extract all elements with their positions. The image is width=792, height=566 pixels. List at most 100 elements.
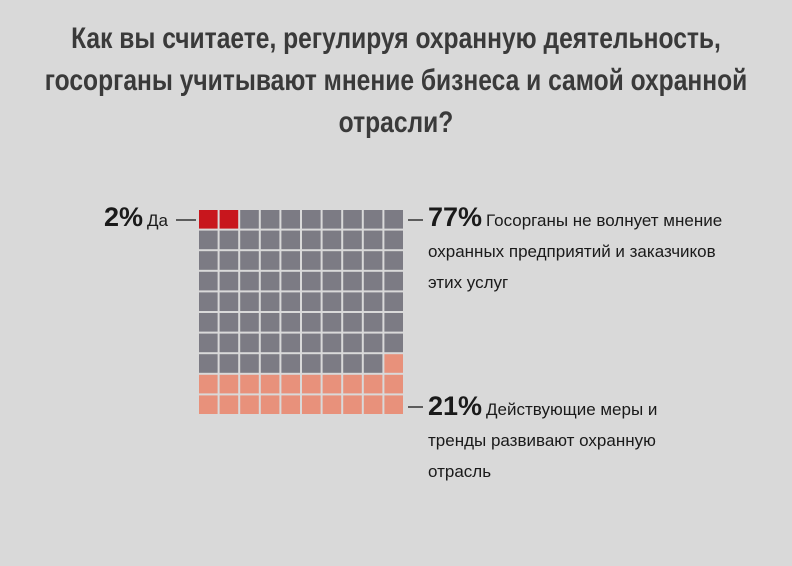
waffle-cell	[384, 251, 403, 270]
label-no: 77% Госорганы не волнует мнение охранных …	[428, 202, 728, 298]
waffle-cell	[343, 230, 362, 250]
waffle-cell	[322, 395, 342, 414]
waffle-cell	[219, 395, 239, 414]
waffle-cell	[343, 354, 362, 373]
waffle-cell	[199, 374, 218, 394]
waffle-cell	[343, 210, 362, 229]
waffle-cell	[363, 333, 383, 353]
waffle-cell	[384, 271, 403, 291]
waffle-cell	[281, 210, 300, 229]
waffle-cell	[302, 354, 321, 373]
waffle-cell	[281, 313, 300, 332]
waffle-cell	[240, 333, 259, 353]
waffle-cell	[343, 333, 362, 353]
waffle-cell	[260, 354, 280, 373]
waffle-cell	[322, 354, 342, 373]
waffle-cell	[281, 292, 300, 311]
waffle-cell	[302, 333, 321, 353]
waffle-cell	[199, 230, 218, 250]
waffle-cell	[322, 210, 342, 229]
waffle-cell	[260, 251, 280, 270]
category-label: Госорганы не волнует мнение охранных пре…	[428, 211, 723, 292]
waffle-cell	[363, 210, 383, 229]
waffle-cell	[343, 374, 362, 394]
waffle-cell	[240, 292, 259, 311]
value-label: 21%	[428, 391, 483, 421]
waffle-cell	[240, 271, 259, 291]
waffle-cell	[240, 210, 259, 229]
waffle-cell	[260, 333, 280, 353]
waffle-cell	[363, 251, 383, 270]
waffle-cell	[240, 354, 259, 373]
value-label: 77%	[428, 202, 483, 232]
waffle-cell	[322, 374, 342, 394]
waffle-cell	[281, 230, 300, 250]
waffle-cell	[199, 292, 218, 311]
waffle-cell	[199, 313, 218, 332]
value-label: 2%	[104, 202, 144, 232]
waffle-cell	[240, 251, 259, 270]
waffle-cell	[219, 374, 239, 394]
label-yes: 2% Да	[104, 202, 168, 236]
waffle-cell	[384, 354, 403, 373]
waffle-cell	[219, 292, 239, 311]
waffle-cell	[363, 292, 383, 311]
label-develop: 21% Действующие меры и тренды развивают о…	[428, 391, 703, 487]
waffle-cell	[240, 313, 259, 332]
waffle-cell	[384, 374, 403, 394]
waffle-cell	[281, 395, 300, 414]
waffle-cell	[219, 313, 239, 332]
waffle-cell	[281, 333, 300, 353]
waffle-cell	[281, 271, 300, 291]
waffle-cell	[260, 292, 280, 311]
waffle-cell	[384, 292, 403, 311]
waffle-cell	[343, 395, 362, 414]
waffle-cell	[363, 313, 383, 332]
waffle-cell	[302, 271, 321, 291]
waffle-cell	[384, 313, 403, 332]
waffle-cell	[199, 251, 218, 270]
waffle-cell	[199, 354, 218, 373]
waffle-cell	[363, 354, 383, 373]
waffle-cell	[281, 251, 300, 270]
waffle-cell	[260, 271, 280, 291]
waffle-cell	[199, 395, 218, 414]
waffle-cell	[322, 230, 342, 250]
waffle-cell	[322, 271, 342, 291]
waffle-cell	[343, 292, 362, 311]
waffle-cell	[302, 374, 321, 394]
waffle-cell	[343, 271, 362, 291]
waffle-cell	[240, 374, 259, 394]
waffle-cell	[322, 251, 342, 270]
waffle-cell	[302, 292, 321, 311]
waffle-cell	[343, 251, 362, 270]
waffle-cell	[219, 271, 239, 291]
waffle-cell	[302, 230, 321, 250]
waffle-cell	[240, 230, 259, 250]
waffle-cell	[260, 395, 280, 414]
waffle-cell	[219, 210, 239, 229]
waffle-cell	[302, 395, 321, 414]
waffle-cell	[363, 395, 383, 414]
waffle-cell	[281, 374, 300, 394]
waffle-cell	[384, 395, 403, 414]
waffle-cell	[384, 230, 403, 250]
waffle-cell	[260, 313, 280, 332]
waffle-cell	[363, 230, 383, 250]
waffle-cell	[281, 354, 300, 373]
waffle-cell	[219, 251, 239, 270]
waffle-cell	[219, 333, 239, 353]
category-label: Да	[147, 211, 168, 230]
waffle-cell	[260, 374, 280, 394]
waffle-cell	[363, 271, 383, 291]
waffle-cell	[363, 374, 383, 394]
waffle-cell	[343, 313, 362, 332]
waffle-cell	[260, 210, 280, 229]
waffle-cell	[302, 251, 321, 270]
waffle-cell	[322, 333, 342, 353]
category-label: Действующие меры и тренды развивают охра…	[428, 400, 658, 481]
waffle-cell	[260, 230, 280, 250]
waffle-cell	[322, 292, 342, 311]
